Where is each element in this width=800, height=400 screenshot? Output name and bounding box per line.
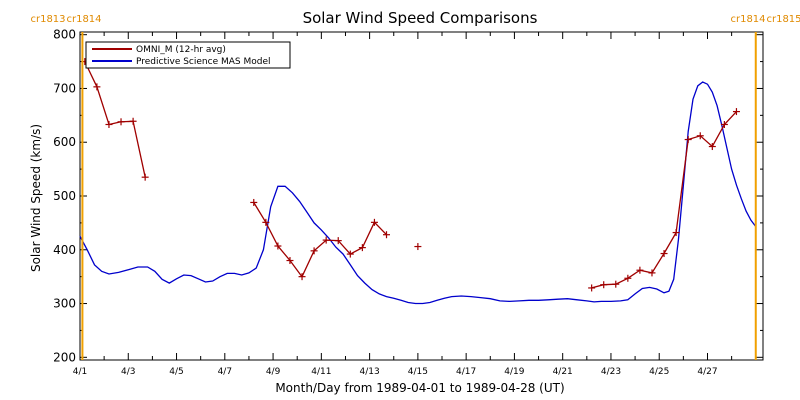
omni-data-point	[696, 132, 704, 140]
omni-data-point	[298, 273, 306, 281]
x-tick-label: 4/19	[504, 367, 524, 377]
axes: 200 300 400 500 600 700 800 4/1 4/3 4/5 4/7 4/9 4/11…	[53, 28, 764, 377]
omni-data-point	[250, 198, 258, 206]
omni-data-point	[414, 243, 422, 251]
omni-data-point	[636, 266, 644, 274]
x-tick-label: 4/1	[73, 367, 87, 377]
model-series-line	[79, 81, 757, 305]
legend-label-model: Predictive Science MAS Model	[136, 57, 271, 67]
omni-series-line	[84, 61, 146, 178]
legend-label-omni: OMNI_M (12-hr avg)	[136, 45, 226, 55]
y-tick-label: 600	[53, 135, 76, 149]
plot-series	[79, 58, 757, 305]
omni-data-point	[648, 269, 656, 277]
x-tick-label: 4/11	[311, 367, 331, 377]
x-tick-label: 4/5	[169, 367, 183, 377]
x-tick-label: 4/3	[121, 367, 135, 377]
x-tick-label: 4/7	[218, 367, 232, 377]
omni-data-point	[141, 173, 149, 181]
omni-data-point	[346, 250, 354, 258]
omni-data-point	[660, 250, 668, 258]
legend-box	[85, 41, 291, 69]
x-tick-label: 4/15	[408, 367, 428, 377]
omni-data-point	[274, 242, 282, 250]
omni-series-line	[591, 111, 737, 289]
y-tick-label: 500	[53, 189, 76, 203]
omni-data-point	[310, 247, 318, 255]
omni-data-point	[672, 229, 680, 237]
cr-label-right: cr1814	[66, 14, 101, 25]
y-tick-label: 400	[53, 243, 76, 257]
x-tick-label: 4/21	[553, 367, 573, 377]
y-tick-label: 700	[53, 81, 76, 95]
x-tick-label: 4/25	[649, 367, 669, 377]
omni-data-point	[334, 237, 342, 245]
y-tick-label: 200	[53, 350, 76, 364]
x-tick-label: 4/23	[601, 367, 621, 377]
omni-data-point	[588, 284, 596, 292]
y-tick-label: 300	[53, 297, 76, 311]
omni-data-point	[358, 244, 366, 252]
omni-data-point	[93, 83, 101, 91]
carrington-markers	[81, 32, 757, 360]
cr-label-right: cr1815	[766, 14, 800, 25]
omni-data-point	[105, 120, 113, 128]
chart-title: Solar Wind Speed Comparisons	[303, 9, 538, 27]
x-axis-label: Month/Day from 1989-04-01 to 1989-04-28 …	[275, 381, 564, 395]
omni-data-point	[708, 143, 716, 151]
carrington-rotation-labels: cr1813 cr1814 cr1814 cr1815	[30, 14, 800, 25]
omni-series-line	[253, 202, 387, 278]
omni-data-point	[684, 136, 692, 144]
cr-label-left: cr1813	[30, 14, 65, 25]
cr-label-left: cr1814	[730, 14, 765, 25]
omni-data-point	[600, 281, 608, 289]
omni-data-point	[732, 108, 740, 116]
plot-frame	[79, 31, 764, 361]
x-tick-label: 4/27	[697, 367, 717, 377]
x-tick-label: 4/17	[456, 367, 476, 377]
omni-data-point	[383, 231, 391, 239]
omni-data-point	[612, 280, 620, 288]
omni-data-point	[117, 118, 125, 126]
x-tick-label: 4/13	[360, 367, 380, 377]
legend: OMNI_M (12-hr avg) Predictive Science MA…	[85, 41, 291, 69]
y-tick-label: 800	[53, 28, 76, 42]
omni-data-point	[322, 236, 330, 244]
y-axis-label: Solar Wind Speed (km/s)	[29, 124, 43, 272]
omni-data-point	[286, 257, 294, 265]
omni-data-point	[129, 117, 137, 125]
x-tick-label: 4/9	[266, 367, 281, 377]
omni-data-point	[624, 274, 632, 282]
omni-data-point	[720, 120, 728, 128]
omni-data-point	[370, 218, 378, 226]
omni-data-point	[262, 218, 270, 226]
